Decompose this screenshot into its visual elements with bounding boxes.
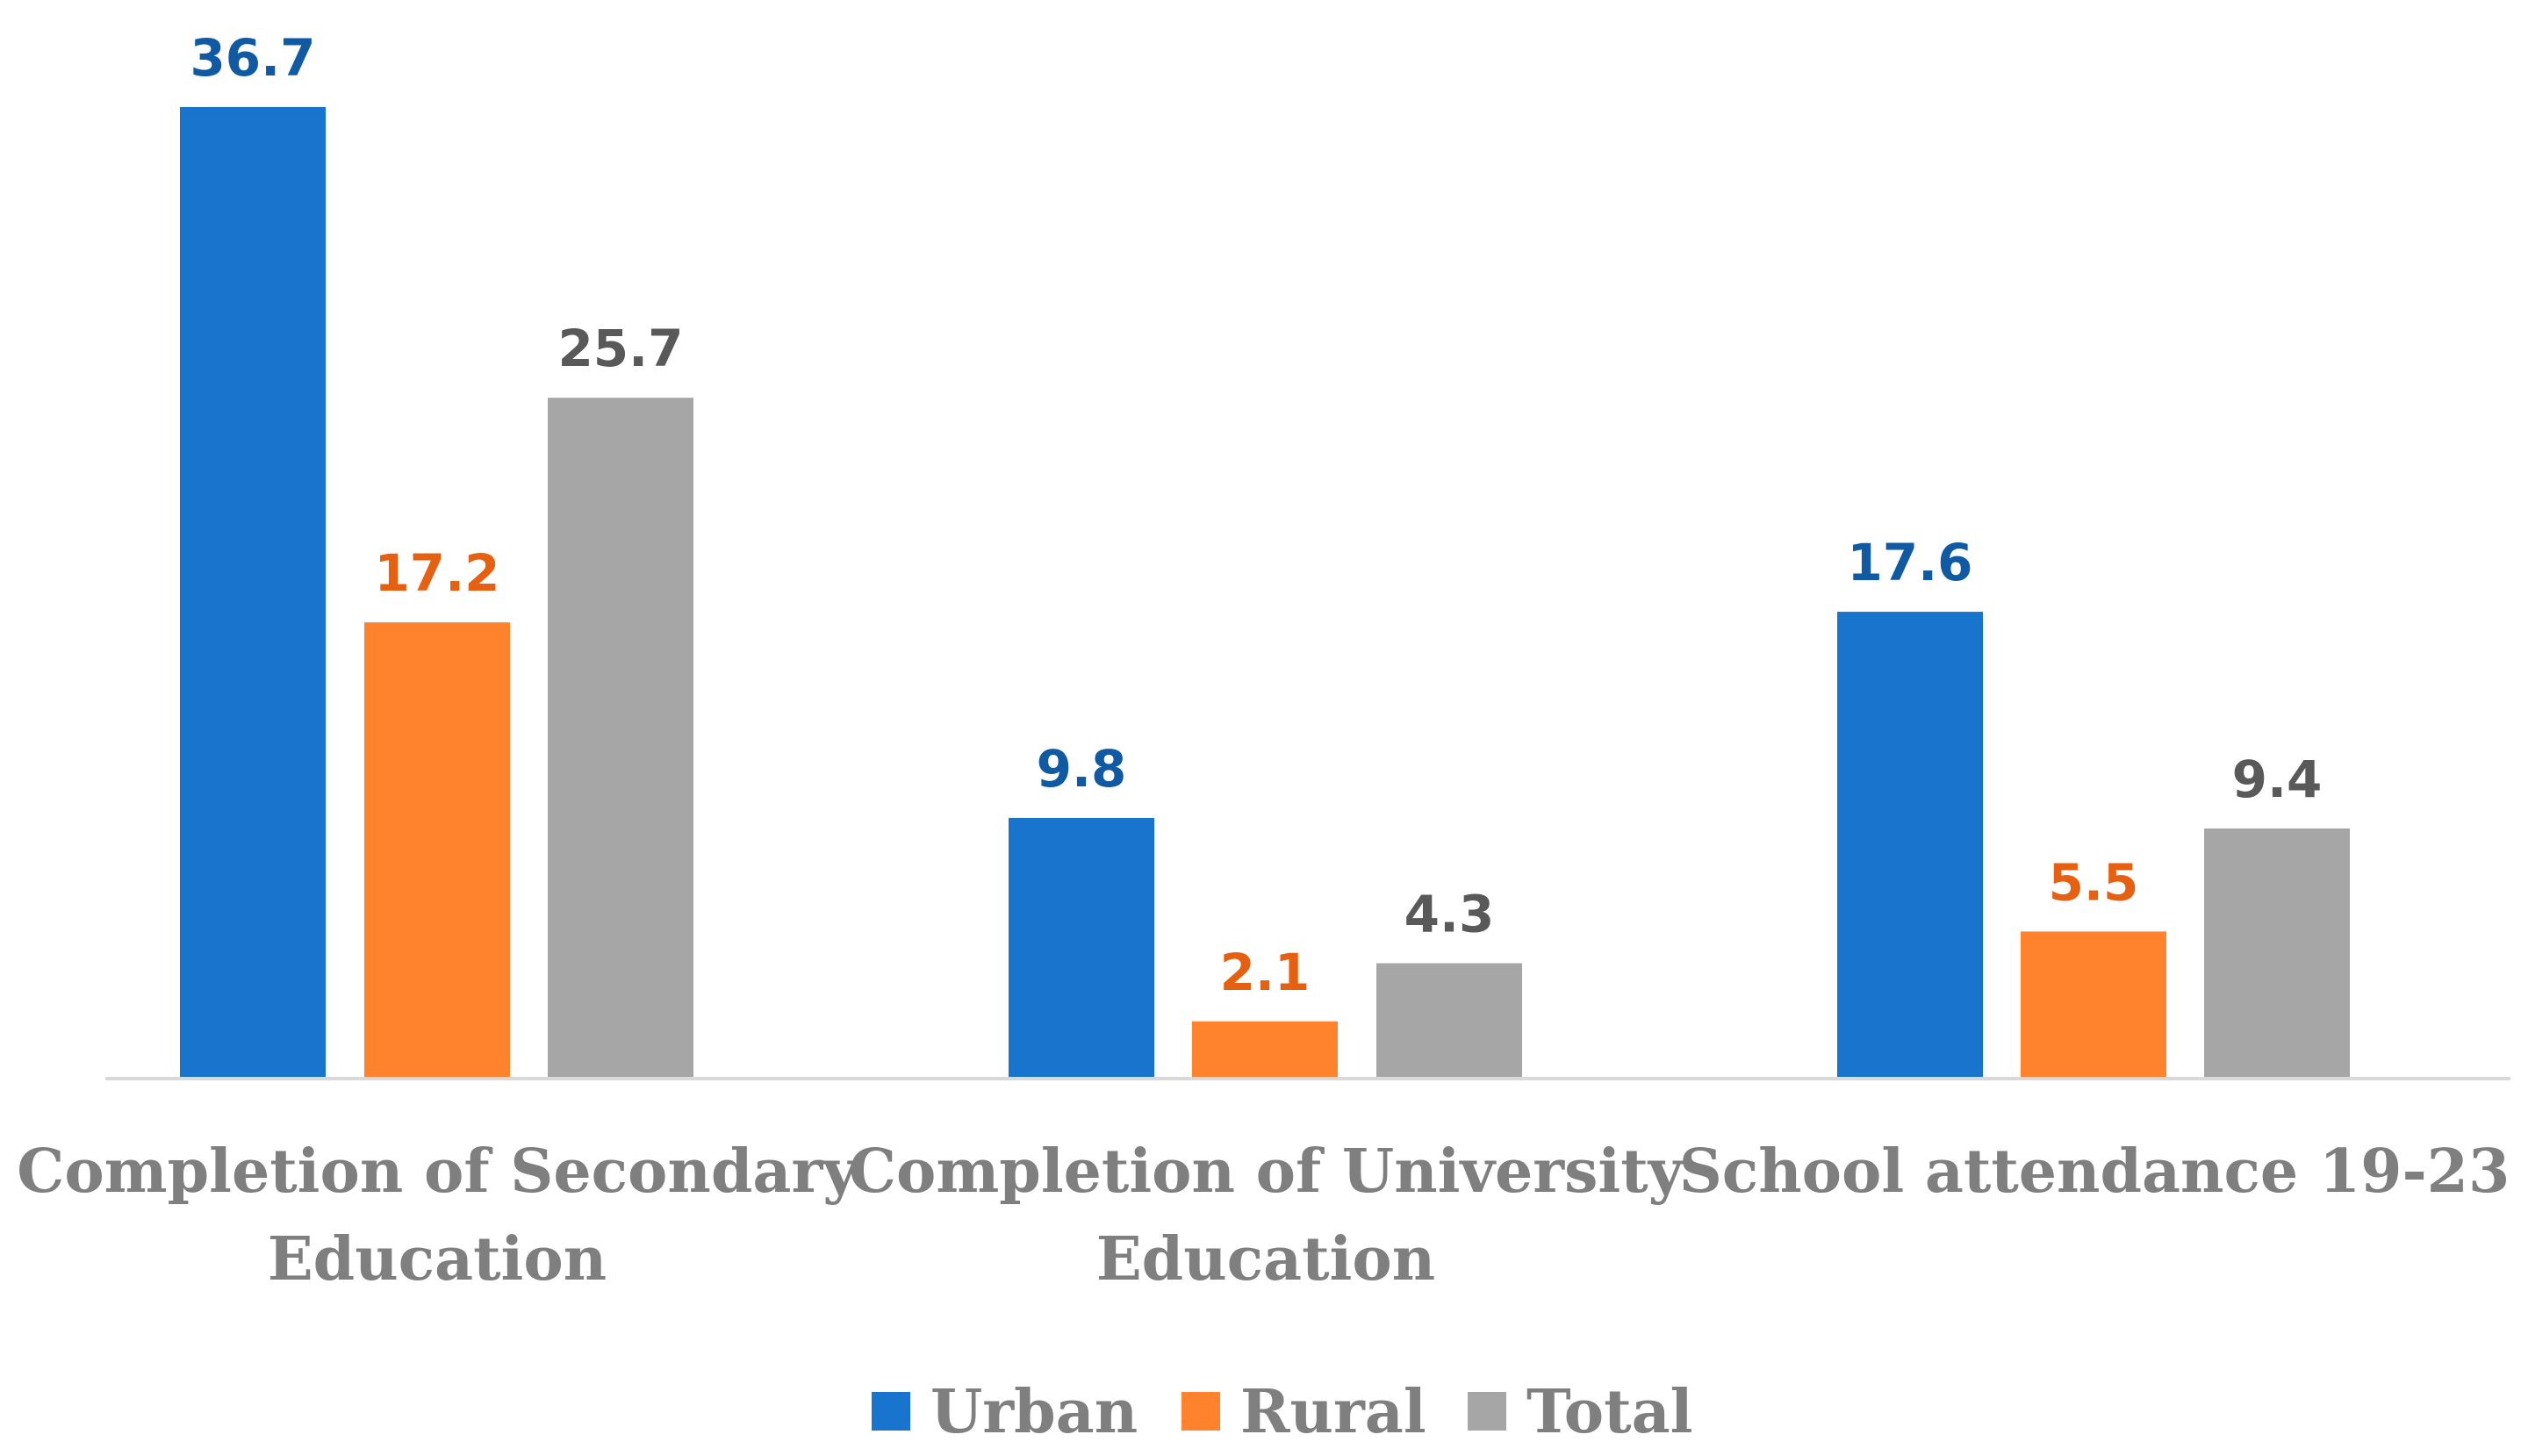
value-label-rural-1: 2.1 bbox=[1220, 943, 1311, 1002]
bar-rural-0 bbox=[364, 622, 510, 1077]
category-label-0-line-0: Completion of Secondary bbox=[17, 1137, 859, 1207]
legend-label-total: Total bbox=[1526, 1377, 1692, 1447]
bar-urban-0 bbox=[180, 107, 326, 1077]
value-label-total-1: 4.3 bbox=[1404, 885, 1495, 944]
bar-urban-2 bbox=[1837, 612, 1983, 1077]
value-label-rural-0: 17.2 bbox=[374, 543, 499, 603]
category-labels: Completion of Secondary Education Completi… bbox=[17, 1137, 2510, 1295]
legend: Urban Rural Total bbox=[872, 1377, 1692, 1447]
value-label-urban-0: 36.7 bbox=[190, 28, 315, 88]
value-label-urban-1: 9.8 bbox=[1037, 739, 1127, 799]
bar-total-1 bbox=[1376, 963, 1522, 1077]
value-labels: 36.7 9.8 17.6 17.2 2.1 5.5 25.7 4.3 9.4 bbox=[190, 28, 2322, 1002]
bar-rural-2 bbox=[2021, 931, 2166, 1077]
bar-group bbox=[180, 107, 2350, 1077]
legend-label-urban: Urban bbox=[930, 1377, 1138, 1447]
bar-urban-1 bbox=[1009, 817, 1154, 1077]
bar-total-0 bbox=[548, 398, 693, 1077]
bar-total-2 bbox=[2204, 828, 2350, 1077]
bar-rural-1 bbox=[1192, 1021, 1338, 1077]
category-label-2-line-0: School attendance 19-23 bbox=[1679, 1137, 2510, 1207]
value-label-urban-2: 17.6 bbox=[1847, 533, 1972, 592]
value-label-rural-2: 5.5 bbox=[2049, 852, 2139, 912]
category-label-0-line-1: Education bbox=[268, 1224, 607, 1295]
category-label-1-line-1: Education bbox=[1096, 1224, 1435, 1295]
value-label-total-0: 25.7 bbox=[557, 319, 683, 378]
legend-swatch-urban bbox=[872, 1392, 910, 1431]
value-label-total-2: 9.4 bbox=[2232, 750, 2323, 809]
legend-swatch-rural bbox=[1181, 1392, 1220, 1431]
legend-swatch-total bbox=[1468, 1392, 1506, 1431]
legend-label-rural: Rural bbox=[1240, 1377, 1426, 1447]
category-label-1-line-0: Completion of University bbox=[849, 1137, 1685, 1207]
